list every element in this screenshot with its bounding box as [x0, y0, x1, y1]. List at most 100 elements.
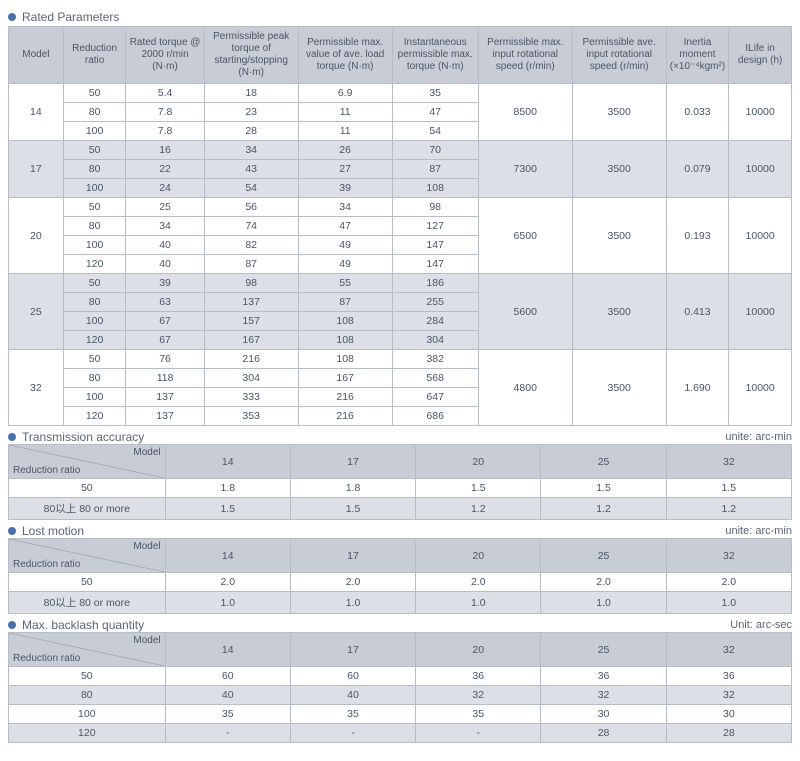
data-cell: 40	[290, 686, 415, 705]
column-header: 14	[165, 539, 290, 573]
diagonal-header: ModelReduction ratio	[9, 539, 166, 573]
table-row: 80以上 80 or more1.51.51.21.21.2	[9, 498, 792, 520]
data-cell: 100	[63, 388, 126, 407]
data-cell: 28	[541, 724, 666, 743]
data-cell: 6500	[478, 198, 572, 274]
data-cell: 54	[204, 179, 298, 198]
data-cell: 127	[392, 217, 478, 236]
data-cell: 1.2	[416, 498, 541, 520]
data-cell: 32	[541, 686, 666, 705]
table-header-row: ModelReduction ratio1417202532	[9, 539, 792, 573]
model-cell: 25	[9, 274, 64, 350]
data-cell: 8500	[478, 84, 572, 141]
data-cell: -	[165, 724, 290, 743]
data-cell: 80	[63, 217, 126, 236]
column-header: 32	[666, 539, 791, 573]
data-cell: 7.8	[126, 122, 204, 141]
data-cell: 49	[298, 255, 392, 274]
data-cell: 11	[298, 122, 392, 141]
data-cell: 353	[204, 407, 298, 426]
data-cell: 186	[392, 274, 478, 293]
data-cell: 137	[126, 388, 204, 407]
data-cell: 47	[298, 217, 392, 236]
data-cell: 32	[666, 686, 791, 705]
data-cell: 2.0	[416, 573, 541, 592]
data-cell: 108	[298, 350, 392, 369]
data-cell: 0.079	[666, 141, 729, 198]
transmission-accuracy-table: ModelReduction ratio1417202532501.81.81.…	[8, 444, 792, 520]
row-label: 50	[9, 667, 166, 686]
data-cell: 47	[392, 103, 478, 122]
model-cell: 17	[9, 141, 64, 198]
table-row: 2550399855186560035000.41310000	[9, 274, 792, 293]
data-cell: 4800	[478, 350, 572, 426]
data-cell: 60	[165, 667, 290, 686]
data-cell: 157	[204, 312, 298, 331]
data-cell: 304	[204, 369, 298, 388]
data-cell: 255	[392, 293, 478, 312]
data-cell: 50	[63, 350, 126, 369]
data-cell: 50	[63, 84, 126, 103]
data-cell: 35	[290, 705, 415, 724]
data-cell: 1.8	[165, 479, 290, 498]
data-cell: 2.0	[165, 573, 290, 592]
data-cell: 30	[666, 705, 791, 724]
data-cell: 36	[416, 667, 541, 686]
data-cell: 6.9	[298, 84, 392, 103]
diagonal-header: ModelReduction ratio	[9, 633, 166, 667]
data-cell: 3500	[572, 141, 666, 198]
data-cell: 3500	[572, 274, 666, 350]
data-cell: 108	[298, 312, 392, 331]
data-cell: 49	[298, 236, 392, 255]
data-cell: 0.413	[666, 274, 729, 350]
data-cell: 40	[126, 236, 204, 255]
row-label: 80以上 80 or more	[9, 592, 166, 614]
data-cell: 60	[290, 667, 415, 686]
data-cell: 74	[204, 217, 298, 236]
data-cell: 39	[298, 179, 392, 198]
row-label: 50	[9, 573, 166, 592]
data-cell: 1.0	[165, 592, 290, 614]
model-cell: 14	[9, 84, 64, 141]
data-cell: 1.5	[666, 479, 791, 498]
column-header: Model	[9, 27, 64, 84]
data-cell: 67	[126, 312, 204, 331]
diag-top: Model	[133, 635, 160, 646]
column-header: Permissible ave. input rotational speed …	[572, 27, 666, 84]
data-cell: 120	[63, 255, 126, 274]
data-cell: 1.5	[165, 498, 290, 520]
data-cell: -	[416, 724, 541, 743]
data-cell: 147	[392, 255, 478, 274]
data-cell: 2.0	[666, 573, 791, 592]
unit-label: Unit: arc-sec	[730, 619, 792, 631]
section-title: Transmission accuracy	[22, 430, 725, 444]
data-cell: 24	[126, 179, 204, 198]
data-cell: 7.8	[126, 103, 204, 122]
column-header: 14	[165, 445, 290, 479]
data-cell: 7300	[478, 141, 572, 198]
data-cell: 1.5	[290, 498, 415, 520]
data-cell: 100	[63, 236, 126, 255]
data-cell: 118	[126, 369, 204, 388]
data-cell: 2.0	[290, 573, 415, 592]
data-cell: 55	[298, 274, 392, 293]
data-cell: 1.0	[666, 592, 791, 614]
data-cell: 3500	[572, 84, 666, 141]
data-cell: 98	[204, 274, 298, 293]
data-cell: 36	[541, 667, 666, 686]
data-cell: 686	[392, 407, 478, 426]
column-header: 20	[416, 539, 541, 573]
rated-parameters-table: ModelReduction ratioRated torque @ 2000 …	[8, 26, 792, 426]
data-cell: 35	[165, 705, 290, 724]
data-cell: 67	[126, 331, 204, 350]
data-cell: 1.0	[416, 592, 541, 614]
data-cell: 70	[392, 141, 478, 160]
data-cell: 26	[298, 141, 392, 160]
column-header: Rated torque @ 2000 r/min (N·m)	[126, 27, 204, 84]
column-header: 17	[290, 445, 415, 479]
data-cell: 1.690	[666, 350, 729, 426]
data-cell: 100	[63, 179, 126, 198]
data-cell: 10000	[729, 141, 792, 198]
row-label: 120	[9, 724, 166, 743]
data-cell: 11	[298, 103, 392, 122]
